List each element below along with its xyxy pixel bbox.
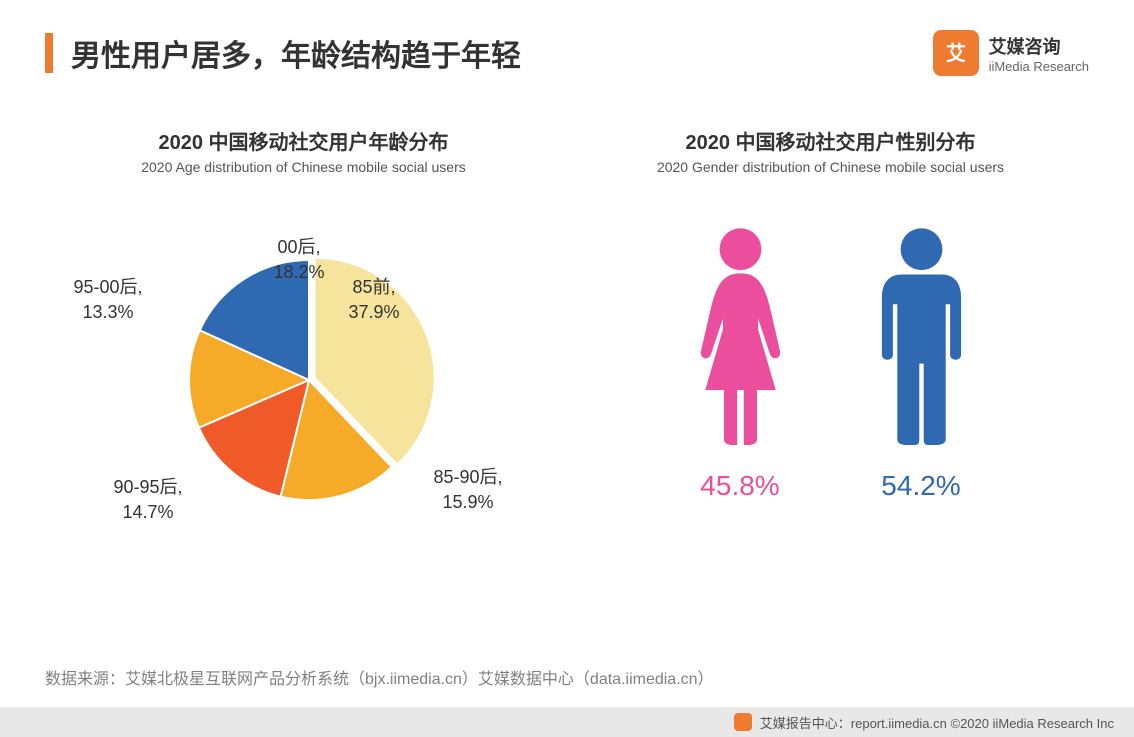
age-panel: 2020 中国移动社交用户年龄分布 2020 Age distribution … xyxy=(40,126,567,555)
brand-logo: 艾 艾媒咨询 iiMedia Research xyxy=(933,30,1089,76)
header: 男性用户居多，年龄结构趋于年轻 艾 艾媒咨询 iiMedia Research xyxy=(0,0,1134,86)
gender-title-en: 2020 Gender distribution of Chinese mobi… xyxy=(657,159,1004,175)
svg-text:艾: 艾 xyxy=(946,42,966,65)
logo-text-en: iiMedia Research xyxy=(989,59,1089,74)
gender-title-cn: 2020 中国移动社交用户性别分布 xyxy=(685,126,975,155)
female-col: 45.8% xyxy=(680,225,801,502)
footer-logo-icon xyxy=(734,713,752,731)
content: 2020 中国移动社交用户年龄分布 2020 Age distribution … xyxy=(0,86,1134,555)
pie-title-cn: 2020 中国移动社交用户年龄分布 xyxy=(158,126,448,155)
logo-text-cn: 艾媒咨询 xyxy=(989,33,1089,59)
pie-label: 00后,18.2% xyxy=(274,235,325,285)
male-value: 54.2% xyxy=(881,470,960,502)
pie-label: 85-90后,15.9% xyxy=(434,465,503,515)
pie-label: 95-00后,13.3% xyxy=(74,275,143,325)
pie-title-en: 2020 Age distribution of Chinese mobile … xyxy=(141,159,466,175)
pie-chart: 85前,37.9% 85-90后,15.9% 90-95后,14.7% 95-00后,… xyxy=(54,195,554,555)
male-col: 54.2% xyxy=(861,225,982,502)
footer-bar: 艾媒报告中心：report.iimedia.cn ©2020 iiMedia R… xyxy=(0,707,1134,737)
female-value: 45.8% xyxy=(700,470,779,502)
title-block: 男性用户居多，年龄结构趋于年轻 xyxy=(45,31,521,75)
male-icon xyxy=(861,225,982,445)
pie-label: 90-95后,14.7% xyxy=(114,475,183,525)
page-title: 男性用户居多，年龄结构趋于年轻 xyxy=(71,31,521,75)
logo-icon: 艾 xyxy=(933,30,979,76)
footer-bar-text: 艾媒报告中心：report.iimedia.cn ©2020 iiMedia R… xyxy=(760,713,1114,732)
accent-bar xyxy=(45,33,53,73)
female-icon xyxy=(680,225,801,445)
pie-label: 85前,37.9% xyxy=(349,275,400,325)
gender-panel: 2020 中国移动社交用户性别分布 2020 Gender distributi… xyxy=(567,126,1094,555)
data-source: 数据来源：艾媒北极星互联网产品分析系统（bjx.iimedia.cn）艾媒数据中… xyxy=(45,665,714,689)
gender-row: 45.8% 54.2% xyxy=(680,225,982,502)
